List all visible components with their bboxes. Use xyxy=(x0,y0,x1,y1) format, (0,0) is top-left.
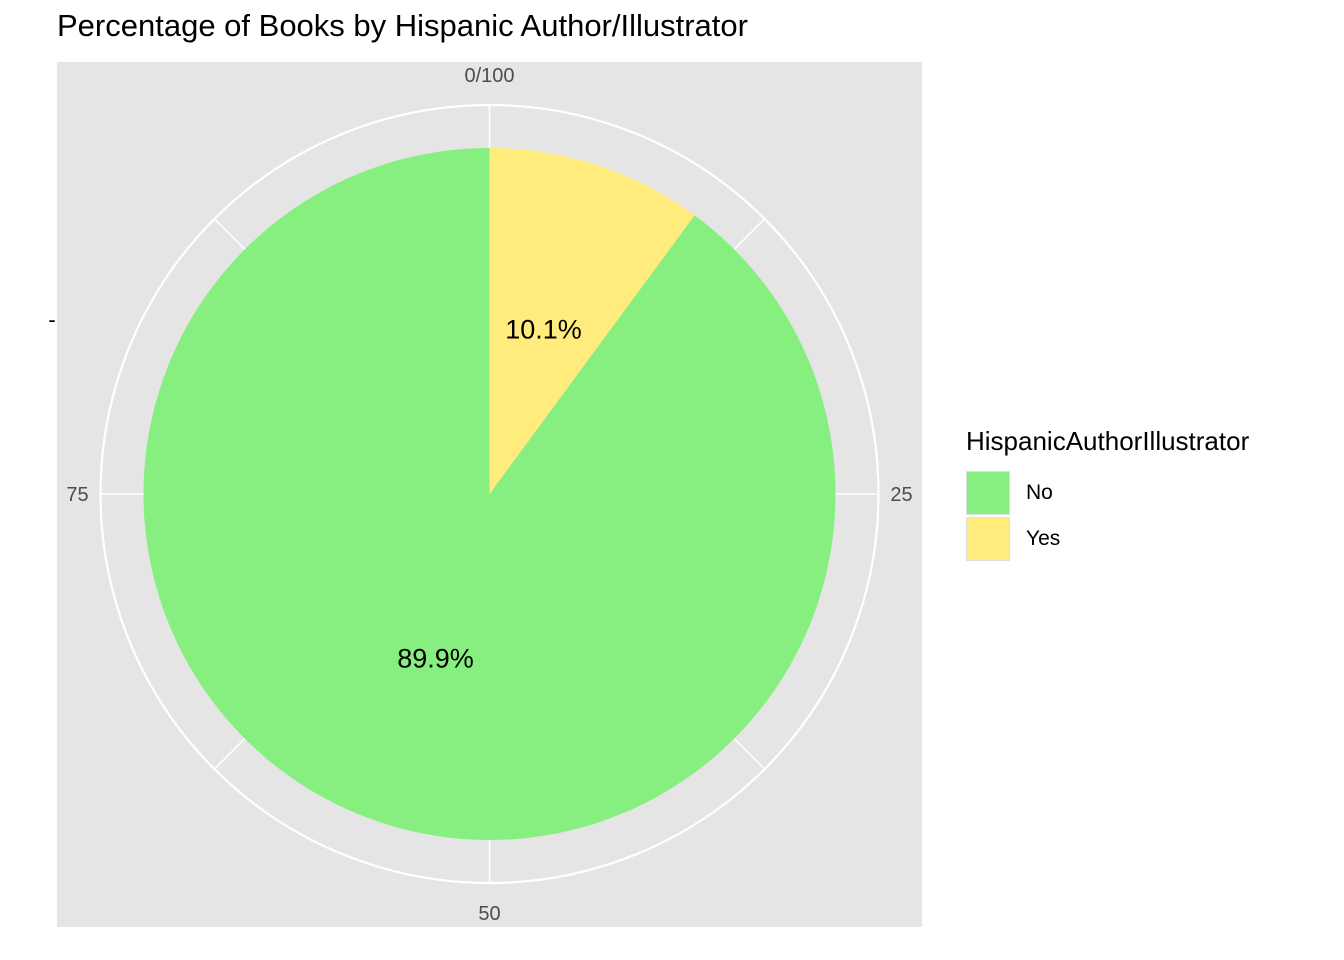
legend-label-no: No xyxy=(1026,481,1053,504)
theta-tick-label: 25 xyxy=(890,484,912,506)
theta-tick-label: 0/100 xyxy=(464,65,514,87)
theta-tick-labels: 0/100 25 50 75 xyxy=(66,65,912,925)
legend-item-yes: Yes xyxy=(966,517,1249,563)
legend-label-yes: Yes xyxy=(1026,527,1061,550)
chart-title: Percentage of Books by Hispanic Author/I… xyxy=(57,8,748,43)
slice-labels: 10.1% 89.9% xyxy=(397,315,582,674)
slice-label-yes: 10.1% xyxy=(505,315,582,345)
pie-slice-yes xyxy=(489,148,695,494)
y-axis-label: - xyxy=(48,307,55,332)
pie-slice-no xyxy=(143,148,836,840)
slice-label-no: 89.9% xyxy=(397,643,474,673)
theta-tick-label: 75 xyxy=(66,484,88,506)
legend-key-no xyxy=(966,471,1010,515)
pie-slices xyxy=(143,148,836,840)
legend: HispanicAuthorIllustrator No Yes xyxy=(966,426,1249,563)
legend-item-no: No xyxy=(966,471,1249,517)
legend-title: HispanicAuthorIllustrator xyxy=(966,426,1250,456)
theta-tick-label: 50 xyxy=(478,903,500,925)
legend-key-yes xyxy=(966,517,1010,561)
